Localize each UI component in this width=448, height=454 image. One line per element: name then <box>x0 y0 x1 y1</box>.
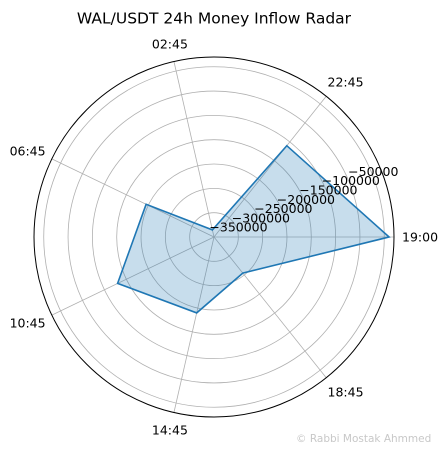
radial-tick-label-0: −350000 <box>209 220 267 235</box>
angular-gridline-6 <box>213 236 327 378</box>
watermark: © Rabbi Mostak Ahmmed <box>296 433 431 445</box>
angular-gridline-4 <box>51 236 215 316</box>
radial-tick-label-5: −100000 <box>322 173 380 188</box>
angle-tick-label-1: 22:45 <box>328 75 364 90</box>
angle-tick-label-0: 19:00 <box>402 230 438 245</box>
angular-gridline-5 <box>173 236 215 413</box>
angular-gridline-1 <box>213 96 327 238</box>
radial-tick-label-4: −150000 <box>299 183 357 198</box>
series-fill <box>117 145 390 313</box>
radar-series <box>116 144 391 314</box>
angle-tick-label-3: 06:45 <box>10 144 46 159</box>
angular-gridline-2 <box>173 61 215 238</box>
radial-tick-label-2: −250000 <box>254 201 312 216</box>
radial-tick-label-1: −300000 <box>232 210 290 225</box>
series-line <box>116 144 391 314</box>
angle-labels: 19:00 22:45 02:45 06:45 10:45 14:45 18:45 <box>10 37 439 438</box>
outer-frame <box>33 56 395 418</box>
angle-tick-label-5: 14:45 <box>152 423 188 438</box>
radial-tick-label-6: −50000 <box>348 164 398 179</box>
angle-tick-label-2: 02:45 <box>152 37 188 52</box>
chart-title: WAL/USDT 24h Money Inflow Radar <box>77 10 352 28</box>
radial-tick-label-3: −200000 <box>277 192 335 207</box>
radar-grid <box>33 56 395 418</box>
angular-gridline-3 <box>51 158 215 238</box>
angle-tick-label-4: 10:45 <box>10 315 46 330</box>
radial-labels: −350000−300000−250000−200000−150000−1000… <box>209 164 398 235</box>
angle-tick-label-6: 18:45 <box>328 384 364 399</box>
